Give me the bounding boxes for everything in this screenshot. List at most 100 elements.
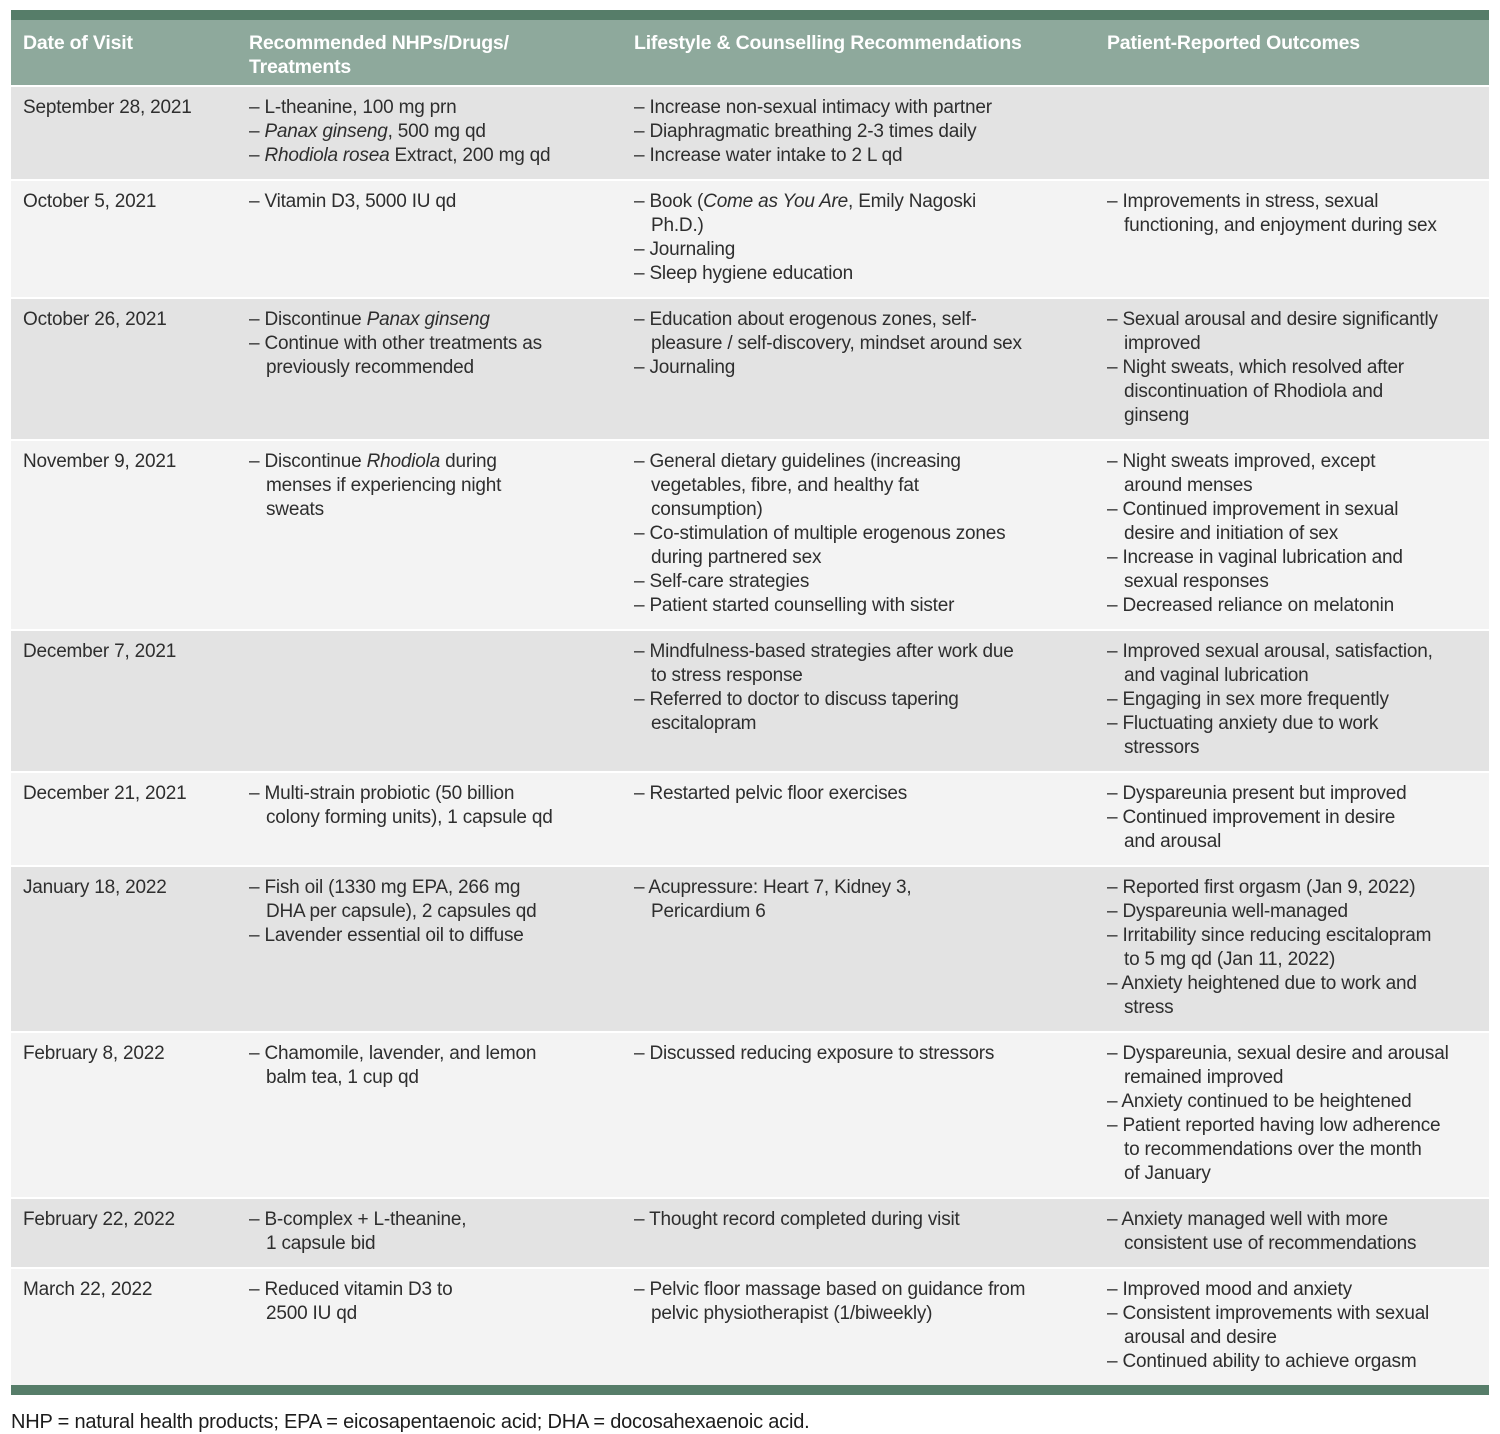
table-row: March 22, 2022 – Reduced vitamin D3 to 25… xyxy=(11,1267,1489,1385)
table-row: October 5, 2021 – Vitamin D3, 5000 IU qd –… xyxy=(11,179,1489,298)
table-body: September 28, 2021– L-theanine, 100 mg p… xyxy=(11,85,1489,1385)
outcomes-cell: – Dyspareunia, sexual desire and arousal… xyxy=(1095,1031,1489,1198)
list-item: – Increase in vaginal lubrication and se… xyxy=(1107,547,1403,592)
lifestyle-cell: – Increase non-sexual intimacy with part… xyxy=(622,85,1095,180)
list-item: – Self-care strategies xyxy=(634,571,810,592)
list-item: – L-theanine, 100 mg prn xyxy=(249,97,457,118)
list-item: – Continued improvement in desire and ar… xyxy=(1107,807,1396,852)
list-item: – Journaling xyxy=(634,357,736,378)
treatments-cell: – L-theanine, 100 mg prn – Panax ginseng,… xyxy=(237,85,622,180)
visit-date: September 28, 2021 xyxy=(11,85,237,180)
treatments-cell: – Multi-strain probiotic (50 billion col… xyxy=(237,771,622,866)
list-item: – Night sweats improved, except around m… xyxy=(1107,451,1376,496)
list-item: – B-complex + L-theanine, 1 capsule bid xyxy=(249,1209,467,1254)
list-item: – Patient reported having low adherence … xyxy=(1107,1115,1441,1184)
list-item: – Multi-strain probiotic (50 billion col… xyxy=(249,783,553,828)
list-item: – Restarted pelvic floor exercises xyxy=(634,783,908,804)
visit-date: January 18, 2022 xyxy=(11,865,237,1032)
list-item: – Referred to doctor to discuss tapering… xyxy=(634,689,959,734)
treatments-cell: – Discontinue Rhodiola during menses if … xyxy=(237,439,622,630)
bottom-accent-bar xyxy=(11,1385,1489,1395)
list-item: – Engaging in sex more frequently xyxy=(1107,689,1389,710)
lifestyle-cell: – Book (Come as You Are, Emily Nagoski P… xyxy=(622,179,1095,298)
list-item: – Irritability since reducing escitalopr… xyxy=(1107,925,1432,970)
list-item: – Chamomile, lavender, and lemon balm te… xyxy=(249,1043,537,1088)
outcomes-cell: – Dyspareunia present but improved – Cont… xyxy=(1095,771,1489,866)
lifestyle-cell: – Acupressure: Heart 7, Kidney 3, Perica… xyxy=(622,865,1095,1032)
outcomes-cell: – Improvements in stress, sexual functio… xyxy=(1095,179,1489,298)
list-item: – Dyspareunia, sexual desire and arousal… xyxy=(1107,1043,1449,1088)
list-item: – Dyspareunia present but improved xyxy=(1107,783,1407,804)
list-item: – Sexual arousal and desire significantl… xyxy=(1107,309,1438,354)
visit-date: February 22, 2022 xyxy=(11,1197,237,1268)
list-item: – Fish oil (1330 mg EPA, 266 mg DHA per … xyxy=(249,877,537,922)
lifestyle-cell: – Restarted pelvic floor exercises xyxy=(622,771,1095,866)
list-item: – Book (Come as You Are, Emily Nagoski P… xyxy=(634,191,976,236)
visit-date: October 5, 2021 xyxy=(11,179,237,298)
header-row: Date of Visit Recommended NHPs/Drugs/ Tr… xyxy=(11,20,1489,86)
visit-date: February 8, 2022 xyxy=(11,1031,237,1198)
list-item: – Mindfulness-based strategies after wor… xyxy=(634,641,1014,686)
list-item: – Panax ginseng, 500 mg qd xyxy=(249,121,486,142)
outcomes-cell: – Improved mood and anxiety – Consistent … xyxy=(1095,1267,1489,1385)
table-row: February 22, 2022 – B-complex + L-theanin… xyxy=(11,1197,1489,1268)
lifestyle-cell: – Mindfulness-based strategies after wor… xyxy=(622,629,1095,772)
treatments-cell: – Discontinue Panax ginseng – Continue wi… xyxy=(237,297,622,440)
list-item: – Lavender essential oil to diffuse xyxy=(249,925,524,946)
list-item: – Improved mood and anxiety xyxy=(1107,1279,1352,1300)
list-item: – Sleep hygiene education xyxy=(634,263,853,284)
table-row: February 8, 2022 – Chamomile, lavender, a… xyxy=(11,1031,1489,1198)
list-item: – Night sweats, which resolved after dis… xyxy=(1107,357,1404,426)
list-item: – Discussed reducing exposure to stresso… xyxy=(634,1043,995,1064)
outcomes-cell xyxy=(1095,85,1489,180)
list-item: – Anxiety managed well with more consist… xyxy=(1107,1209,1417,1254)
treatments-cell: – Vitamin D3, 5000 IU qd xyxy=(237,179,622,298)
table-row: September 28, 2021– L-theanine, 100 mg p… xyxy=(11,85,1489,180)
list-item: – Improvements in stress, sexual functio… xyxy=(1107,191,1437,236)
col-header-outcomes: Patient-Reported Outcomes xyxy=(1095,20,1489,86)
abbreviations-footnote: NHP = natural health products; EPA = eic… xyxy=(11,1411,810,1433)
list-item: – Increase water intake to 2 L qd xyxy=(634,145,903,166)
outcomes-cell: – Reported first orgasm (Jan 9, 2022) – D… xyxy=(1095,865,1489,1032)
list-item: – Discontinue Rhodiola during menses if … xyxy=(249,451,502,520)
list-item: – Education about erogenous zones, self-… xyxy=(634,309,1022,354)
list-item: – Vitamin D3, 5000 IU qd xyxy=(249,191,457,212)
outcomes-cell: – Night sweats improved, except around m… xyxy=(1095,439,1489,630)
treatments-cell: – Reduced vitamin D3 to 2500 IU qd xyxy=(237,1267,622,1385)
table-row: December 7, 2021 – Mindfulness-based stra… xyxy=(11,629,1489,772)
lifestyle-cell: – General dietary guidelines (increasing… xyxy=(622,439,1095,630)
list-item: – Diaphragmatic breathing 2-3 times dail… xyxy=(634,121,977,142)
table-header: Date of Visit Recommended NHPs/Drugs/ Tr… xyxy=(11,20,1489,86)
list-item: – Co-stimulation of multiple erogenous z… xyxy=(634,523,1006,568)
table-row: January 18, 2022 – Fish oil (1330 mg EPA,… xyxy=(11,865,1489,1032)
list-item: – Reduced vitamin D3 to 2500 IU qd xyxy=(249,1279,453,1324)
list-item: – Patient started counselling with siste… xyxy=(634,595,955,616)
visit-date: October 26, 2021 xyxy=(11,297,237,440)
visit-date: December 21, 2021 xyxy=(11,771,237,866)
list-item: – Anxiety continued to be heightened xyxy=(1107,1091,1412,1112)
treatments-cell xyxy=(237,629,622,772)
lifestyle-cell: – Education about erogenous zones, self-… xyxy=(622,297,1095,440)
visit-date: November 9, 2021 xyxy=(11,439,237,630)
table-row: November 9, 2021– Discontinue Rhodiola d… xyxy=(11,439,1489,630)
list-item: – Reported first orgasm (Jan 9, 2022) xyxy=(1107,877,1416,898)
list-item: – Continue with other treatments as prev… xyxy=(249,333,542,378)
list-item: – Increase non-sexual intimacy with part… xyxy=(634,97,992,118)
list-item: – Pelvic floor massage based on guidance… xyxy=(634,1279,1026,1324)
list-item: – Discontinue Panax ginseng xyxy=(249,309,490,330)
list-item: – Anxiety heightened due to work and str… xyxy=(1107,973,1417,1018)
lifestyle-cell: – Discussed reducing exposure to stresso… xyxy=(622,1031,1095,1198)
visit-date: March 22, 2022 xyxy=(11,1267,237,1385)
treatments-cell: – Chamomile, lavender, and lemon balm te… xyxy=(237,1031,622,1198)
table-row: December 21, 2021 – Multi-strain probioti… xyxy=(11,771,1489,866)
lifestyle-cell: – Thought record completed during visit xyxy=(622,1197,1095,1268)
col-header-lifestyle: Lifestyle & Counselling Recommendations xyxy=(622,20,1095,86)
col-header-date: Date of Visit xyxy=(11,20,237,86)
list-item: – Continued improvement in sexual desire… xyxy=(1107,499,1399,544)
col-header-treatments: Recommended NHPs/Drugs/ Treatments xyxy=(237,20,622,86)
top-accent-bar xyxy=(11,10,1489,20)
list-item: – General dietary guidelines (increasing… xyxy=(634,451,961,520)
list-item: – Continued ability to achieve orgasm xyxy=(1107,1351,1417,1372)
outcomes-cell: – Improved sexual arousal, satisfaction,… xyxy=(1095,629,1489,772)
